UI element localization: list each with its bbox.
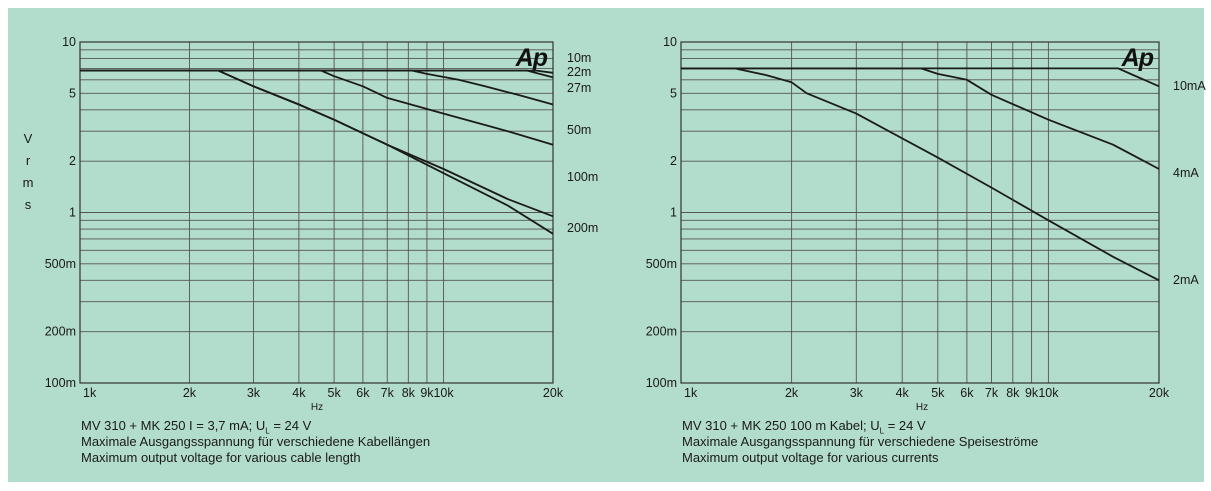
y-tick-label: 2 bbox=[69, 154, 76, 168]
x-axis-label: Hz bbox=[311, 402, 323, 413]
caption-right-text: MV 310 + MK 250 100 m Kabel; U bbox=[682, 418, 880, 433]
series-group bbox=[681, 67, 1160, 282]
x-tick-label: 9k bbox=[1025, 386, 1039, 400]
caption-left-english: Maximum output voltage for various cable… bbox=[81, 450, 361, 465]
x-tick-label: 9k bbox=[420, 386, 434, 400]
caption-left-text: MV 310 + MK 250 I = 3,7 mA; U bbox=[81, 418, 266, 433]
y-tick-label: 5 bbox=[69, 86, 76, 100]
y-label-char-3: m bbox=[22, 175, 34, 190]
series-label-22m: 22m bbox=[567, 65, 591, 79]
x-tick-label: 20k bbox=[1149, 386, 1170, 400]
x-tick-label: 2k bbox=[785, 386, 799, 400]
h-grid bbox=[80, 41, 553, 384]
caption-right-main: MV 310 + MK 250 100 m Kabel; UL = 24 V bbox=[682, 418, 926, 440]
x-tick-label: 6k bbox=[356, 386, 370, 400]
y-tick-label: 200m bbox=[45, 325, 76, 339]
x-tick-label: 20k bbox=[543, 386, 564, 400]
caption-left-subscript: L bbox=[265, 426, 270, 436]
series-label-27m: 27m bbox=[567, 81, 591, 95]
caption-left-end: = 24 V bbox=[269, 418, 312, 433]
ap-logo: Ap bbox=[515, 44, 548, 72]
figure-panel bbox=[8, 8, 1204, 482]
y-tick-label: 500m bbox=[45, 257, 76, 271]
y-tick-label: 100m bbox=[646, 376, 677, 390]
x-tick-label: 10k bbox=[433, 386, 454, 400]
x-tick-label: 4k bbox=[896, 386, 910, 400]
series-label-100m: 100m bbox=[567, 170, 598, 184]
x-tick-label: 1k bbox=[684, 386, 698, 400]
y-tick-label: 5 bbox=[670, 86, 677, 100]
series-line-27m bbox=[80, 69, 554, 106]
x-tick-label: 4k bbox=[292, 386, 306, 400]
y-label-char-4: s bbox=[24, 197, 32, 212]
chart-right: 100m 200m 500m 1 2 5 10 1k 2k 3k 4k 5k 6k 7k 8k 9k 10k 20… bbox=[646, 35, 1207, 413]
x-tick-label: 8k bbox=[402, 386, 416, 400]
x-tick-label: 3k bbox=[247, 386, 261, 400]
y-tick-label: 500m bbox=[646, 257, 677, 271]
series-label-200m: 200m bbox=[567, 221, 598, 235]
x-tick-label: 5k bbox=[931, 386, 945, 400]
chart-left: 100m 200m 500m 1 2 5 10 1k 2k 3k 4k 5k 6k 7k 8k 9k 10k 20… bbox=[45, 35, 599, 413]
y-tick-label: 100m bbox=[45, 376, 76, 390]
x-tick-label: 10k bbox=[1038, 386, 1059, 400]
caption-right-german: Maximale Ausgangsspannung für verschiede… bbox=[682, 434, 1039, 449]
series-label-10m: 10m bbox=[567, 51, 591, 65]
x-axis-label: Hz bbox=[916, 402, 928, 413]
y-axis-label-left: V r m s bbox=[22, 128, 34, 216]
y-label-char-1: V bbox=[23, 131, 33, 146]
series-line-22m bbox=[80, 69, 554, 79]
series-line-200m bbox=[80, 69, 554, 235]
y-tick-label: 200m bbox=[646, 325, 677, 339]
y-tick-label: 1 bbox=[69, 206, 76, 220]
y-tick-label: 10 bbox=[62, 35, 76, 49]
y-tick-label: 1 bbox=[670, 206, 677, 220]
series-line-100m bbox=[80, 69, 554, 218]
series-line-2mA bbox=[681, 67, 1160, 282]
caption-left-main: MV 310 + MK 250 I = 3,7 mA; UL = 24 V bbox=[81, 418, 311, 440]
ap-logo: Ap bbox=[1121, 44, 1154, 72]
x-tick-label: 7k bbox=[381, 386, 395, 400]
series-label-2mA: 2mA bbox=[1173, 273, 1199, 287]
y-tick-label: 10 bbox=[663, 35, 677, 49]
y-label-char-2: r bbox=[25, 153, 31, 168]
caption-right-end: = 24 V bbox=[884, 418, 926, 433]
series-label-50m: 50m bbox=[567, 123, 591, 137]
series-label-10mA: 10mA bbox=[1173, 79, 1206, 93]
x-tick-label: 3k bbox=[850, 386, 864, 400]
x-tick-label: 1k bbox=[83, 386, 97, 400]
series-line-10mA bbox=[681, 67, 1160, 88]
plot-border bbox=[79, 41, 554, 384]
x-tick-label: 6k bbox=[960, 386, 974, 400]
x-tick-label: 5k bbox=[328, 386, 342, 400]
series-group bbox=[80, 69, 554, 235]
plot-border bbox=[680, 41, 1160, 384]
series-line-50m bbox=[80, 69, 554, 146]
h-grid bbox=[681, 41, 1159, 384]
x-tick-label: 7k bbox=[985, 386, 999, 400]
x-tick-label: 8k bbox=[1006, 386, 1020, 400]
x-tick-label: 2k bbox=[183, 386, 197, 400]
series-label-4mA: 4mA bbox=[1173, 166, 1199, 180]
y-tick-label: 2 bbox=[670, 154, 677, 168]
caption-right-english: Maximum output voltage for various curre… bbox=[682, 450, 939, 465]
series-line-4mA bbox=[681, 67, 1160, 170]
caption-left-german: Maximale Ausgangsspannung für verschiede… bbox=[81, 434, 431, 449]
caption-right-subscript: L bbox=[879, 426, 885, 436]
